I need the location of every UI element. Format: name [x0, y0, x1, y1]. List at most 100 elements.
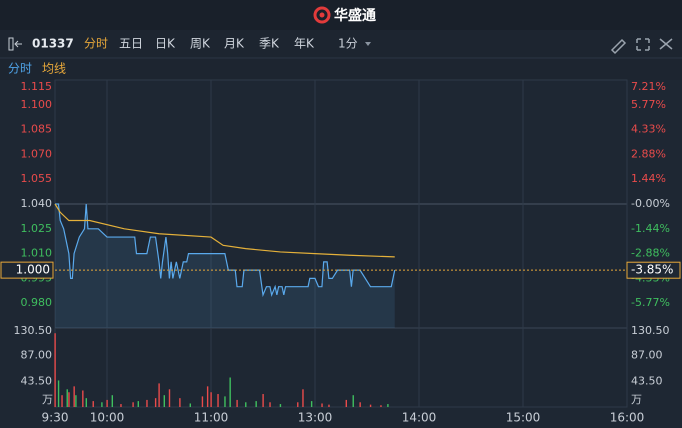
price-line — [55, 203, 396, 298]
y2-tick-label: 2.88% — [631, 147, 666, 160]
volume-bar — [302, 389, 304, 407]
volume-bar — [229, 377, 231, 407]
volume-bar — [85, 398, 87, 407]
volume-bar — [217, 394, 219, 407]
volume-bar — [146, 399, 148, 407]
volume-bar — [179, 398, 181, 407]
period-tab[interactable]: 周K — [190, 37, 211, 51]
volume-bar — [120, 404, 122, 407]
y-tick-label: 1.010 — [21, 247, 53, 260]
volume-tick-label: 43.50 — [631, 374, 663, 387]
volume-bar — [68, 392, 70, 407]
stock-code: 01337 — [32, 37, 74, 51]
volume-bar — [137, 401, 139, 407]
app-title: 华盛通 — [334, 7, 376, 24]
volume-bar — [262, 394, 264, 407]
change-box — [626, 261, 681, 279]
volume-bar — [158, 383, 160, 407]
x-tick-label: 15:00 — [506, 411, 541, 425]
toolbar — [0, 30, 682, 58]
y-tick-label: 1.070 — [21, 147, 53, 160]
legend-item: 分时 — [8, 62, 32, 76]
volume-unit: 万 — [631, 393, 642, 406]
period-tab[interactable]: 日K — [155, 37, 176, 51]
price-area — [55, 204, 395, 328]
average-line — [54, 203, 395, 258]
y2-tick-label: 5.77% — [631, 98, 666, 111]
volume-bar — [269, 402, 271, 407]
y2-tick-label: -5.77% — [631, 296, 670, 309]
y2-tick-label: 4.33% — [631, 123, 666, 136]
volume-unit: 万 — [42, 393, 53, 406]
volume-bar — [387, 404, 389, 407]
volume-bar — [57, 380, 60, 407]
volume-bar — [245, 402, 247, 407]
volume-bar — [66, 389, 68, 407]
collapse-icon[interactable] — [8, 37, 22, 51]
volume-tick-label: 43.50 — [21, 374, 53, 387]
x-tick-label: 11:00 — [194, 411, 229, 425]
legend-item: 均线 — [42, 62, 66, 76]
x-tick-label: 14:00 — [402, 411, 437, 425]
period-tab[interactable]: 月K — [224, 37, 245, 51]
fullscreen-icon[interactable] — [636, 38, 650, 51]
volume-tick-label: 87.00 — [21, 349, 53, 362]
y2-tick-label: 7.21% — [631, 80, 666, 93]
edit-icon[interactable] — [610, 38, 627, 55]
volume-bar — [352, 395, 354, 407]
logo — [313, 6, 331, 24]
volume-bar — [75, 395, 77, 407]
volume-tick-label: 130.50 — [631, 324, 670, 337]
volume-bar — [82, 390, 84, 407]
volume-bar — [154, 398, 157, 407]
volume-bar — [92, 401, 94, 407]
period-tab[interactable]: 五日 — [119, 37, 143, 51]
volume-bar — [168, 389, 171, 407]
volume-bar — [328, 404, 330, 407]
period-tab[interactable]: 季K — [259, 37, 280, 51]
volume-bar — [210, 392, 212, 407]
x-tick-label: 16:00 — [610, 411, 645, 425]
volume-bar — [132, 402, 134, 407]
volume-bar — [236, 399, 238, 407]
y2-tick-label: -1.44% — [631, 222, 670, 235]
volume-bar — [310, 401, 313, 407]
volume-bar — [345, 399, 347, 407]
period-tab[interactable]: 分时 — [84, 37, 108, 51]
current-price-label: 1.000 — [16, 263, 50, 277]
change-label: -3.85% — [631, 263, 673, 277]
y2-tick-label: -2.88% — [631, 247, 670, 260]
volume-bar — [106, 399, 108, 407]
volume-bar — [61, 395, 63, 407]
y-tick-label: 1.055 — [21, 172, 53, 185]
y2-tick-label: -0.00% — [631, 197, 670, 210]
volume-bar — [201, 396, 204, 407]
y-tick-label: 1.115 — [21, 80, 53, 93]
volume-bar — [206, 386, 209, 407]
current-price-box — [0, 261, 54, 279]
interval[interactable]: 1分 — [338, 37, 358, 51]
volume-bar — [189, 403, 191, 407]
y-tick-label: 0.980 — [21, 296, 53, 309]
y-tick-label: 1.100 — [21, 98, 53, 111]
y-tick-label: 1.025 — [21, 222, 53, 235]
legend-bar — [0, 59, 682, 80]
y2-tick-label: 1.44% — [631, 172, 666, 185]
dropdown-arrow[interactable] — [365, 42, 371, 46]
y-tick-label: 1.085 — [21, 123, 53, 136]
volume-bar — [380, 405, 382, 407]
title-bar — [0, 0, 682, 30]
volume-bar — [369, 404, 372, 407]
volume-bar — [163, 395, 165, 407]
volume-bar — [224, 396, 226, 407]
volume-bar — [279, 404, 282, 407]
period-tab[interactable]: 年K — [294, 37, 315, 51]
volume-bar — [101, 402, 103, 407]
volume-tick-label: 130.50 — [14, 324, 53, 337]
x-tick-label: 10:00 — [90, 411, 125, 425]
close-icon[interactable] — [659, 38, 673, 50]
volume-bar — [297, 402, 299, 407]
y-tick-label: 1.040 — [21, 197, 53, 210]
volume-bar — [54, 333, 56, 407]
